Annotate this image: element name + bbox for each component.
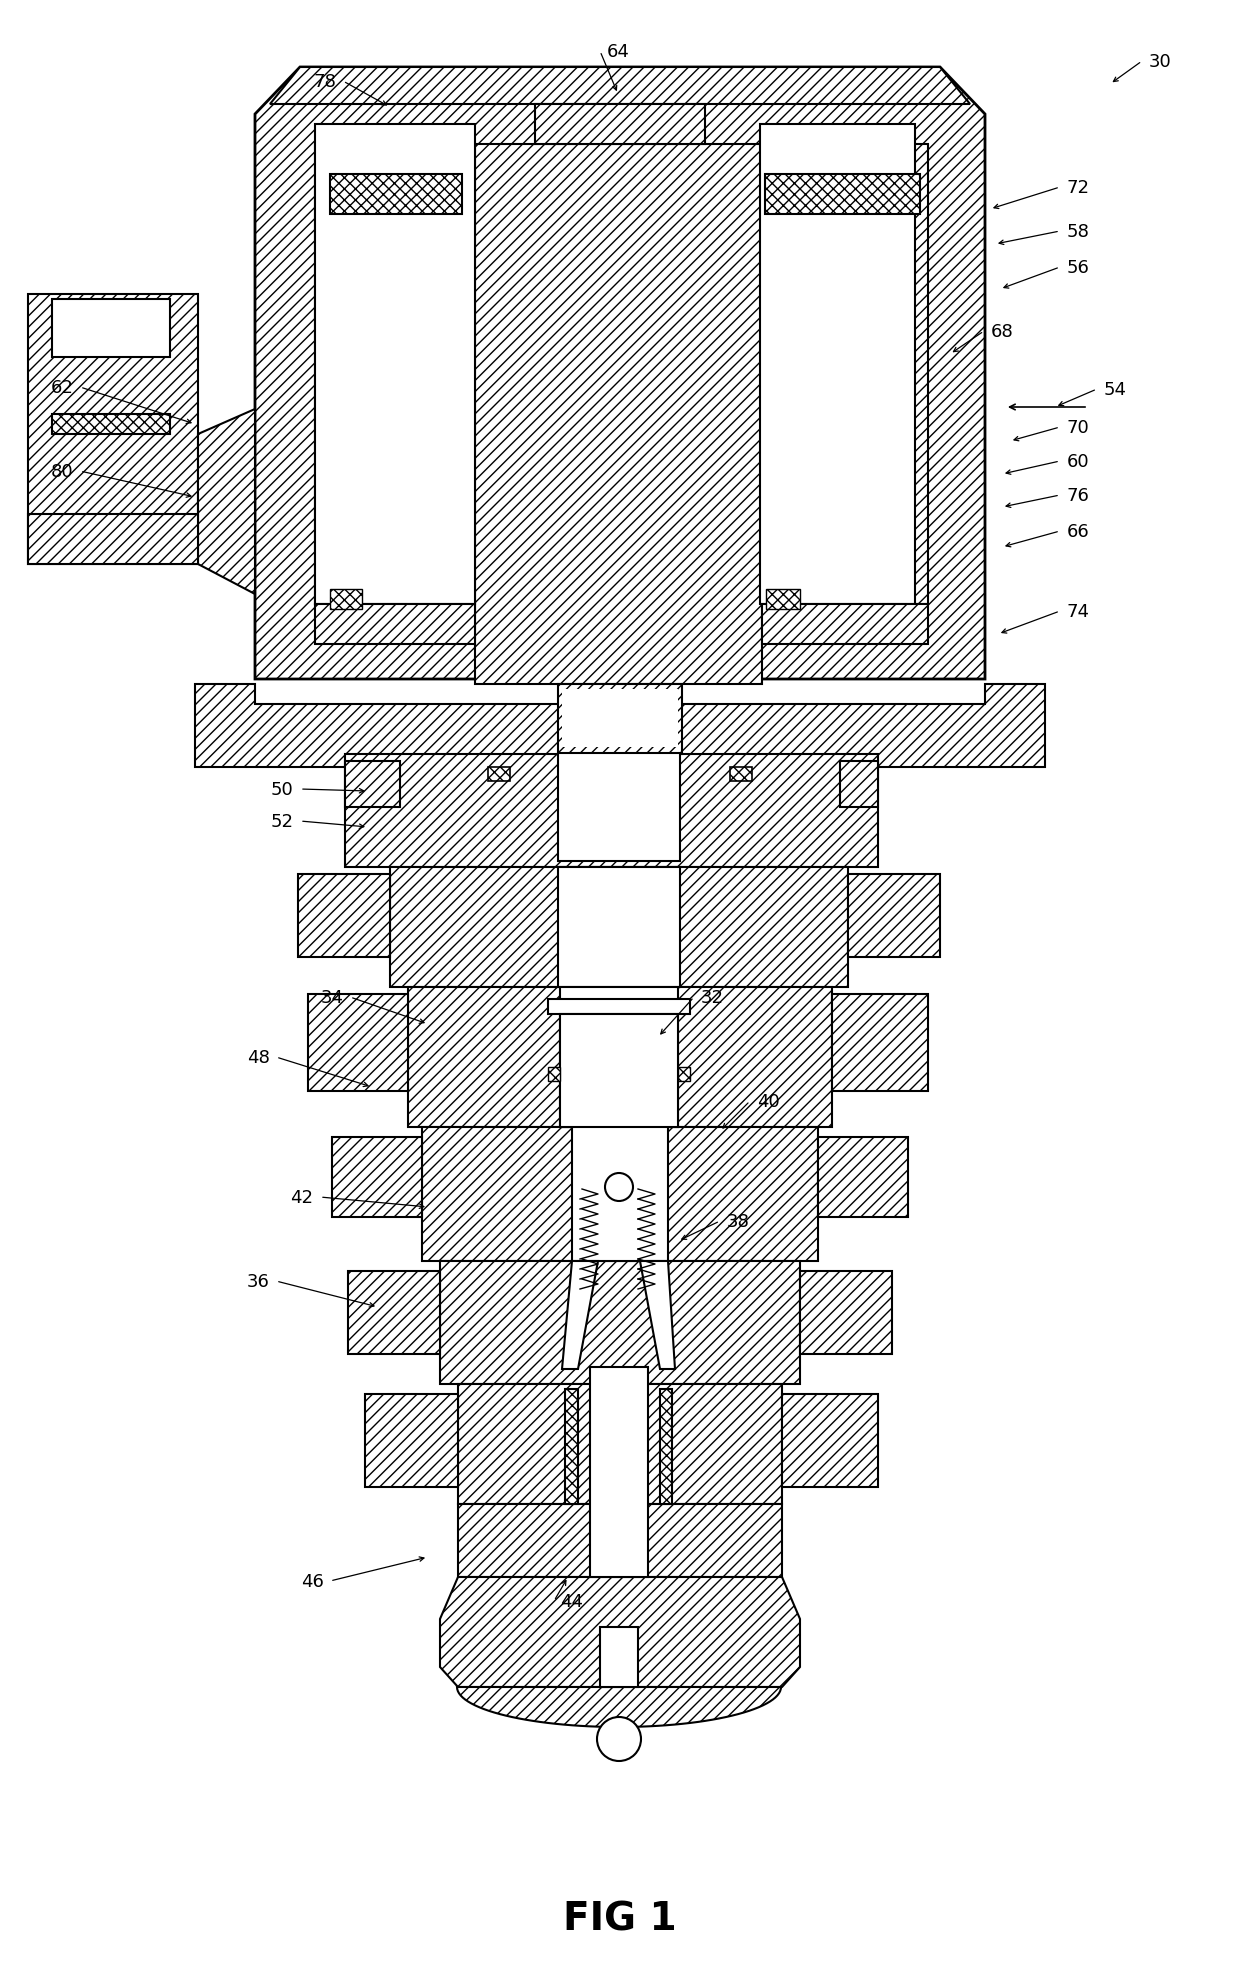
Polygon shape (562, 1261, 598, 1370)
Bar (558, 754, 680, 861)
Text: 76: 76 (1066, 487, 1090, 505)
Polygon shape (345, 754, 878, 867)
Text: 80: 80 (51, 463, 73, 481)
Polygon shape (458, 1687, 782, 1727)
Bar (572, 1071, 668, 1261)
Polygon shape (763, 145, 928, 604)
Bar (558, 867, 680, 988)
Polygon shape (558, 685, 682, 754)
Polygon shape (458, 1505, 782, 1578)
Text: 32: 32 (701, 988, 723, 1006)
Polygon shape (52, 414, 170, 436)
Bar (315, 125, 475, 604)
Polygon shape (818, 1137, 908, 1218)
Text: 42: 42 (290, 1188, 314, 1206)
Text: 74: 74 (1066, 602, 1090, 620)
Polygon shape (440, 1261, 800, 1384)
Polygon shape (422, 1127, 818, 1261)
Polygon shape (345, 762, 401, 808)
Bar (562, 689, 678, 748)
Polygon shape (408, 988, 832, 1127)
Polygon shape (298, 875, 391, 958)
Bar (590, 1368, 649, 1578)
Polygon shape (660, 1390, 672, 1505)
Bar (600, 1628, 639, 1687)
Polygon shape (315, 604, 475, 645)
Polygon shape (848, 875, 940, 958)
Polygon shape (458, 1384, 782, 1505)
Polygon shape (763, 604, 928, 645)
Polygon shape (332, 1137, 422, 1218)
Polygon shape (308, 994, 408, 1091)
Polygon shape (839, 762, 878, 808)
Text: FIG 1: FIG 1 (563, 1901, 677, 1938)
Polygon shape (255, 67, 985, 679)
Polygon shape (565, 1390, 578, 1505)
Bar (765, 164, 913, 590)
Bar (760, 125, 915, 604)
Text: 72: 72 (1066, 178, 1090, 196)
Text: 64: 64 (606, 44, 630, 61)
Text: 34: 34 (320, 988, 343, 1006)
Polygon shape (440, 1578, 800, 1687)
Text: 54: 54 (1104, 380, 1126, 398)
Circle shape (605, 1174, 632, 1202)
Text: 70: 70 (1066, 420, 1090, 438)
Polygon shape (548, 1067, 560, 1081)
Polygon shape (765, 174, 920, 216)
Polygon shape (330, 590, 362, 610)
Text: 38: 38 (727, 1212, 749, 1230)
Polygon shape (270, 67, 970, 105)
Polygon shape (348, 1271, 440, 1354)
Polygon shape (800, 1271, 892, 1354)
Bar (52, 299, 170, 358)
Text: 48: 48 (247, 1049, 269, 1067)
Polygon shape (365, 1394, 458, 1487)
Polygon shape (29, 295, 198, 564)
Polygon shape (560, 1014, 678, 1127)
Bar (489, 768, 510, 782)
Text: 40: 40 (756, 1093, 780, 1111)
Text: 78: 78 (314, 73, 336, 91)
Text: 68: 68 (991, 323, 1013, 341)
Bar (560, 988, 678, 1127)
Polygon shape (391, 867, 848, 988)
Polygon shape (195, 685, 1045, 768)
Polygon shape (548, 1000, 689, 1014)
Text: 56: 56 (1066, 259, 1090, 277)
Text: 50: 50 (270, 780, 294, 798)
Polygon shape (315, 145, 475, 604)
Circle shape (596, 1717, 641, 1760)
Polygon shape (832, 994, 928, 1091)
Text: 58: 58 (1066, 224, 1090, 242)
Text: 46: 46 (300, 1572, 324, 1590)
Text: 62: 62 (51, 378, 73, 396)
Text: 36: 36 (247, 1273, 269, 1291)
Polygon shape (330, 174, 463, 216)
Polygon shape (198, 410, 255, 594)
Text: 30: 30 (1148, 53, 1172, 71)
Polygon shape (29, 515, 198, 564)
Polygon shape (782, 1394, 878, 1487)
Text: 66: 66 (1066, 523, 1090, 541)
Text: 60: 60 (1066, 453, 1089, 471)
Bar (330, 164, 460, 590)
Text: 52: 52 (270, 812, 294, 830)
Polygon shape (766, 590, 800, 610)
Polygon shape (475, 145, 763, 685)
Text: 44: 44 (560, 1592, 584, 1610)
Polygon shape (678, 1067, 689, 1081)
Polygon shape (640, 1261, 675, 1370)
Polygon shape (534, 105, 706, 145)
Bar (730, 768, 751, 782)
